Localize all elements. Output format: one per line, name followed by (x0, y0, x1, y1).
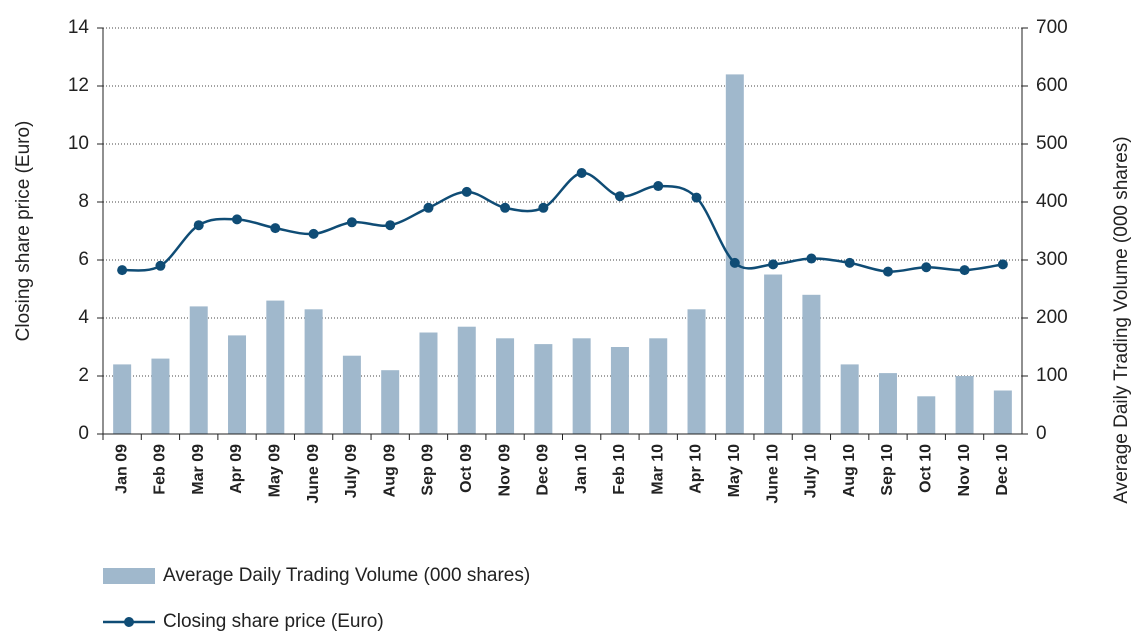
bar (687, 309, 706, 434)
y2-tick-label: 500 (1036, 133, 1068, 154)
x-tick-label: Apr 10 (688, 444, 705, 494)
y2-tick-label: 400 (1036, 191, 1068, 212)
y-axis-title: Closing share price (Euro) (13, 121, 34, 342)
bar (572, 338, 591, 434)
x-tick-label: Aug 10 (841, 444, 858, 497)
marker (729, 257, 740, 268)
x-tick-label: May 09 (267, 444, 284, 497)
marker (538, 202, 549, 213)
y2-tick-label: 300 (1036, 249, 1068, 270)
x-tick-label: Nov 09 (496, 444, 513, 497)
bar (610, 347, 629, 434)
bar (955, 376, 974, 434)
x-tick-label: Feb 10 (611, 444, 628, 495)
marker (155, 260, 166, 271)
y2-tick-label: 600 (1036, 75, 1068, 96)
legend-marker (124, 617, 134, 627)
bar (878, 373, 897, 434)
bar (419, 332, 438, 434)
x-tick-label: Jan 09 (113, 444, 130, 494)
legend-swatch (103, 568, 155, 584)
x-tick-label: June 09 (305, 444, 322, 504)
marker (117, 265, 128, 276)
y2-axis-title: Average Daily Trading Volume (000 shares… (1111, 136, 1132, 503)
x-tick-label: Mar 10 (649, 444, 666, 495)
marker (806, 253, 817, 264)
bar (151, 358, 170, 434)
bar (113, 364, 132, 434)
bar (802, 294, 821, 434)
bar (189, 306, 208, 434)
y2-tick-label: 200 (1036, 307, 1068, 328)
x-tick-label: Nov 10 (956, 444, 973, 497)
marker (232, 214, 243, 225)
x-tick-label: Sep 10 (879, 444, 896, 496)
x-tick-label: Jan 10 (573, 444, 590, 494)
marker (193, 220, 204, 231)
marker (500, 202, 511, 213)
bar (496, 338, 515, 434)
bar (840, 364, 859, 434)
legend-label: Closing share price (Euro) (163, 611, 384, 632)
marker (921, 262, 932, 273)
legend-label: Average Daily Trading Volume (000 shares… (163, 565, 530, 586)
x-tick-label: Oct 10 (917, 444, 934, 493)
bar (993, 390, 1012, 434)
bar (917, 396, 936, 434)
x-tick-label: Mar 09 (190, 444, 207, 495)
line (122, 171, 1004, 273)
marker (997, 259, 1008, 270)
bar (649, 338, 668, 434)
y-tick-label: 6 (78, 249, 89, 270)
marker (653, 181, 664, 192)
x-tick-label: Apr 09 (228, 444, 245, 494)
bar (457, 326, 476, 434)
marker (844, 257, 855, 268)
bar (381, 370, 400, 434)
x-tick-label: July 10 (803, 444, 820, 498)
bar (228, 335, 247, 434)
bar (764, 274, 783, 434)
marker (385, 220, 396, 231)
y-tick-label: 8 (78, 191, 89, 212)
y-tick-label: 0 (78, 423, 89, 444)
marker (576, 168, 587, 178)
x-tick-label: Oct 09 (458, 444, 475, 493)
x-tick-label: May 10 (726, 444, 743, 497)
marker (423, 202, 434, 213)
x-tick-label: June 10 (764, 444, 781, 504)
y-tick-label: 2 (78, 365, 89, 386)
bar (266, 300, 285, 434)
marker (882, 266, 893, 277)
marker (461, 186, 472, 197)
y2-tick-label: 100 (1036, 365, 1068, 386)
y-tick-label: 4 (78, 307, 89, 328)
marker (346, 217, 357, 228)
bar (304, 309, 323, 434)
x-tick-label: Sep 09 (420, 444, 437, 496)
marker (691, 192, 702, 203)
y2-tick-label: 700 (1036, 17, 1068, 38)
marker (768, 259, 779, 270)
y-tick-label: 14 (68, 17, 90, 38)
y2-tick-label: 0 (1036, 423, 1047, 444)
bar (534, 344, 553, 434)
marker (308, 228, 319, 239)
marker (959, 265, 970, 276)
bar (725, 74, 744, 435)
x-tick-label: July 09 (343, 444, 360, 498)
y-tick-label: 12 (68, 75, 89, 96)
x-tick-label: Dec 10 (994, 444, 1011, 496)
marker (614, 191, 625, 202)
x-tick-label: Dec 09 (535, 444, 552, 496)
x-tick-label: Aug 09 (381, 444, 398, 497)
x-tick-label: Feb 09 (152, 444, 169, 495)
marker (270, 223, 281, 234)
y-tick-label: 10 (68, 133, 89, 154)
bar (342, 355, 361, 434)
